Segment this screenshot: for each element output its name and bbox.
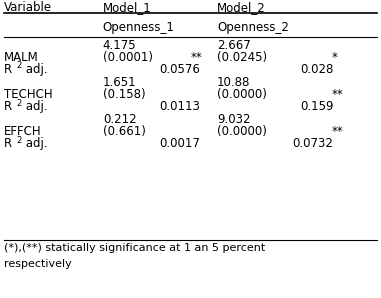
Text: (0.0245): (0.0245): [217, 51, 267, 64]
Text: 1.651: 1.651: [103, 76, 136, 89]
Text: (*),(**) statically significance at 1 an 5 percent: (*),(**) statically significance at 1 an…: [4, 243, 265, 253]
Text: adj.: adj.: [22, 63, 48, 76]
Text: Model_2: Model_2: [217, 1, 266, 15]
Text: 0.0732: 0.0732: [293, 137, 333, 150]
Text: (0.0000): (0.0000): [217, 88, 267, 101]
Text: 2.667: 2.667: [217, 39, 251, 52]
Text: (0.661): (0.661): [103, 125, 146, 138]
Text: *: *: [331, 51, 337, 64]
Text: 10.88: 10.88: [217, 76, 251, 89]
Text: **: **: [190, 51, 202, 64]
Text: 0.159: 0.159: [300, 100, 333, 113]
Text: respectively: respectively: [4, 259, 72, 269]
Text: 4.175: 4.175: [103, 39, 136, 52]
Text: 9.032: 9.032: [217, 113, 251, 126]
Text: 2: 2: [16, 99, 21, 108]
Text: 2: 2: [16, 61, 21, 70]
Text: **: **: [331, 88, 343, 101]
Text: Openness_2: Openness_2: [217, 21, 289, 34]
Text: Openness_1: Openness_1: [103, 21, 175, 34]
Text: R: R: [4, 137, 12, 150]
Text: Variable: Variable: [4, 1, 52, 15]
Text: 0.0113: 0.0113: [159, 100, 200, 113]
Text: (0.0001): (0.0001): [103, 51, 153, 64]
Text: TECHCH: TECHCH: [4, 88, 53, 101]
Text: 2: 2: [16, 136, 21, 145]
Text: (0.158): (0.158): [103, 88, 146, 101]
Text: adj.: adj.: [22, 137, 48, 150]
Text: (0.0000): (0.0000): [217, 125, 267, 138]
Text: **: **: [331, 125, 343, 138]
Text: Model_1: Model_1: [103, 1, 152, 15]
Text: 0.028: 0.028: [300, 63, 333, 76]
Text: 0.0576: 0.0576: [159, 63, 200, 76]
Text: R: R: [4, 63, 12, 76]
Text: MALM: MALM: [4, 51, 38, 64]
Text: adj.: adj.: [22, 100, 48, 113]
Text: 0.0017: 0.0017: [159, 137, 200, 150]
Text: EFFCH: EFFCH: [4, 125, 42, 138]
Text: R: R: [4, 100, 12, 113]
Text: 0.212: 0.212: [103, 113, 136, 126]
